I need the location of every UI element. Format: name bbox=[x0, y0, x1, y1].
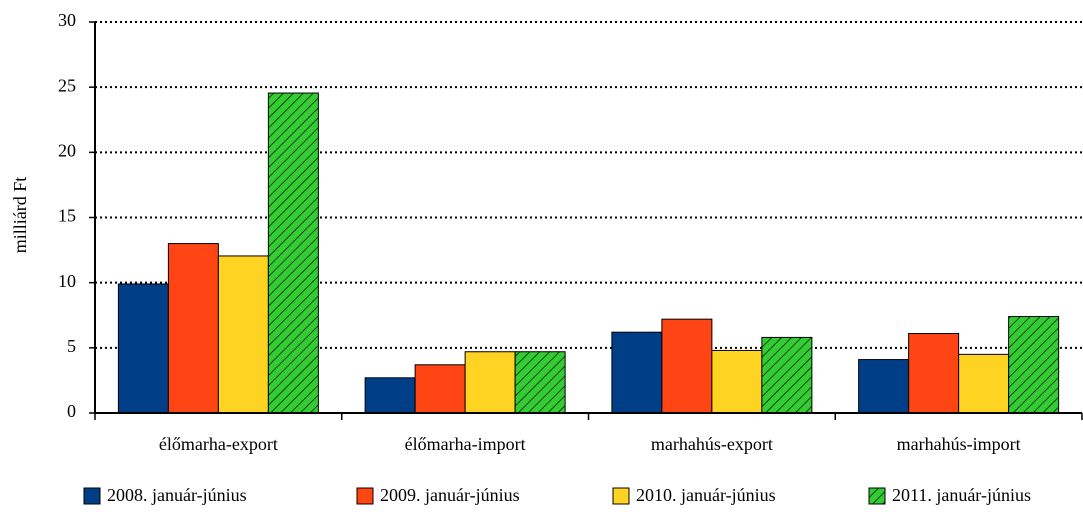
bar bbox=[908, 332, 960, 414]
bar bbox=[958, 353, 1010, 414]
bar bbox=[267, 92, 319, 414]
x-tick-label: élőmarha-export bbox=[159, 434, 278, 454]
y-tick-label: 20 bbox=[58, 140, 76, 160]
x-tick-label: marhahús-export bbox=[651, 434, 773, 454]
y-tick-label: 15 bbox=[58, 206, 76, 226]
bar bbox=[611, 331, 663, 414]
legend-swatch bbox=[612, 487, 630, 505]
legend-swatch bbox=[868, 487, 886, 505]
bar bbox=[514, 351, 566, 414]
x-tick-label: élőmarha-import bbox=[405, 434, 526, 454]
bar bbox=[217, 255, 269, 414]
legend-swatch bbox=[83, 487, 101, 505]
bar bbox=[1008, 316, 1060, 414]
y-axis-label: milliárd Ft bbox=[10, 177, 30, 254]
y-tick-label: 10 bbox=[58, 271, 76, 291]
legend-label: 2009. január-június bbox=[380, 485, 520, 505]
bar bbox=[761, 336, 813, 414]
y-tick-label: 5 bbox=[67, 336, 76, 356]
bar bbox=[167, 243, 219, 414]
y-tick-label: 30 bbox=[58, 10, 76, 30]
bar bbox=[858, 359, 910, 414]
legend-label: 2010. január-június bbox=[636, 485, 776, 505]
bar bbox=[661, 318, 713, 414]
legend-label: 2008. január-június bbox=[107, 485, 247, 505]
bar bbox=[464, 351, 516, 414]
bar bbox=[117, 283, 169, 414]
bar bbox=[711, 349, 763, 414]
bar bbox=[414, 364, 466, 414]
legend-label: 2011. január-június bbox=[892, 485, 1031, 505]
x-tick-label: marhahús-import bbox=[897, 434, 1021, 454]
y-tick-label: 0 bbox=[67, 401, 76, 421]
bar bbox=[364, 377, 416, 414]
legend-swatch bbox=[356, 487, 374, 505]
y-tick-label: 25 bbox=[58, 75, 76, 95]
